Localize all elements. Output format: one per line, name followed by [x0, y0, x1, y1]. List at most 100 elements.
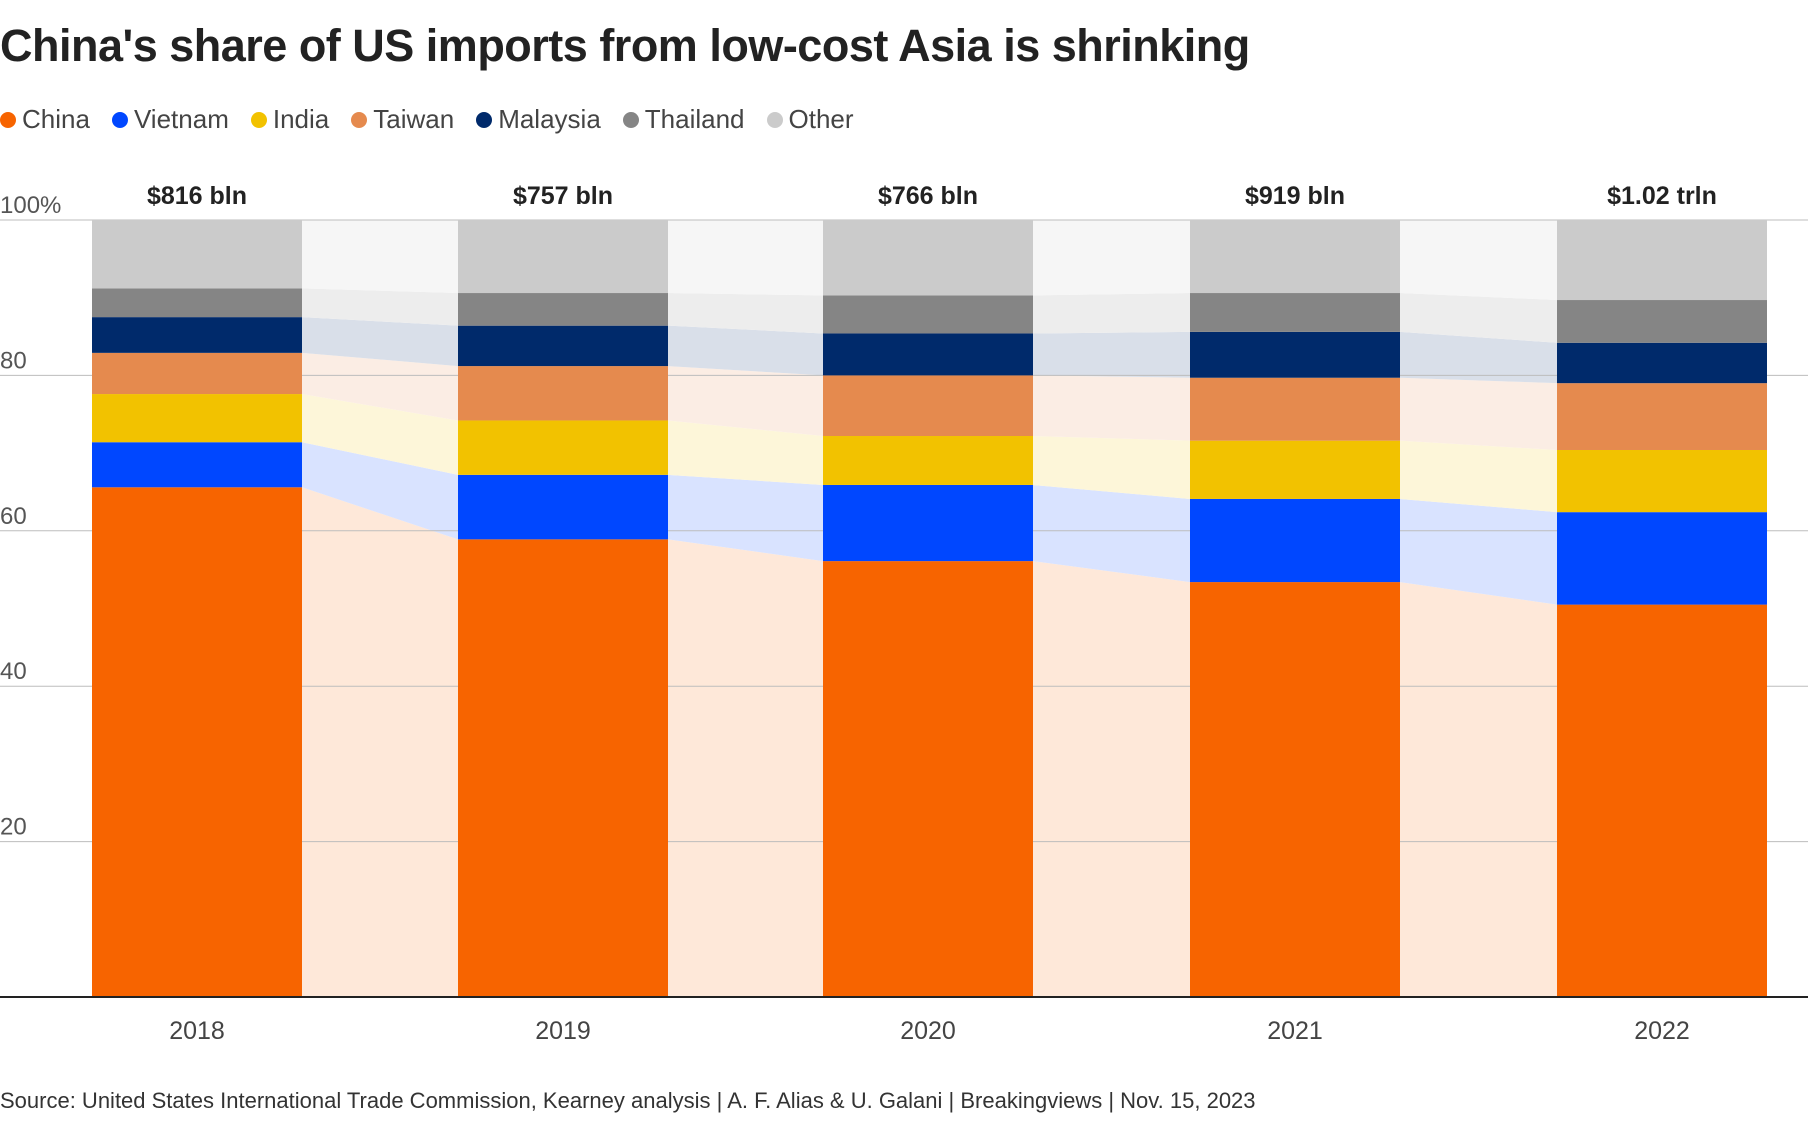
stacked-bar-chart: 100% 80 60 40 20 2018 2019 2020 2021 2022 $816 bln…	[0, 182, 1808, 1045]
bar-india-2022	[1557, 449, 1767, 513]
bar-segments	[92, 220, 1767, 997]
bar-vietnam-2022	[1557, 512, 1767, 605]
bar-taiwan-2021	[1190, 377, 1400, 441]
total-label-2021: $919 bln	[1245, 182, 1345, 210]
legend-label-china: China	[22, 104, 90, 134]
source-footer: Source: United States International Trad…	[0, 1088, 1256, 1114]
bar-taiwan-2020	[823, 375, 1033, 437]
x-tick-label-2022: 2022	[1634, 1017, 1690, 1045]
y-tick-label-20: 20	[0, 814, 27, 841]
legend-item-other: Other	[766, 104, 854, 135]
total-labels: $816 bln $757 bln $766 bln $919 bln $1.02 tr…	[147, 182, 1717, 210]
band-taiwan-2018	[302, 352, 458, 421]
bar-thailand-2022	[1557, 300, 1767, 343]
bar-thailand-2020	[823, 295, 1033, 334]
legend-swatch-taiwan	[351, 111, 368, 128]
footer-source: Source: United States International Trad…	[0, 1088, 711, 1113]
bar-india-2021	[1190, 440, 1400, 499]
y-tick-label-100: 100%	[0, 192, 61, 219]
band-thailand-2019	[668, 293, 823, 334]
bar-other-2022	[1557, 220, 1767, 301]
band-india-2018	[302, 394, 458, 475]
legend-item-vietnam: Vietnam	[111, 104, 229, 135]
y-axis-labels: 100% 80 60 40 20	[0, 192, 61, 841]
band-china-2018	[302, 487, 458, 997]
bar-other-2020	[823, 220, 1033, 296]
bar-thailand-2018	[92, 288, 302, 318]
x-tick-label-2020: 2020	[900, 1017, 956, 1045]
bar-vietnam-2018	[92, 442, 302, 488]
legend-swatch-other	[766, 111, 783, 128]
band-india-2020	[1033, 436, 1190, 499]
band-thailand-2021	[1400, 293, 1557, 343]
band-taiwan-2020	[1033, 375, 1190, 441]
band-other-2018	[302, 220, 458, 294]
band-malaysia-2018	[302, 317, 458, 367]
bar-vietnam-2020	[823, 484, 1033, 562]
band-china-2020	[1033, 561, 1190, 997]
legend-label-vietnam: Vietnam	[133, 104, 229, 134]
x-tick-label-2021: 2021	[1267, 1017, 1323, 1045]
bar-india-2019	[458, 420, 668, 475]
band-malaysia-2020	[1033, 331, 1190, 378]
band-china-2021	[1400, 582, 1557, 997]
bar-malaysia-2018	[92, 317, 302, 353]
bar-vietnam-2019	[458, 474, 668, 540]
total-label-2019: $757 bln	[513, 182, 613, 210]
band-other-2021	[1400, 220, 1557, 301]
band-india-2021	[1400, 440, 1557, 513]
bar-india-2018	[92, 394, 302, 443]
legend-swatch-india	[250, 111, 267, 128]
band-taiwan-2019	[668, 366, 823, 437]
band-vietnam-2021	[1400, 498, 1557, 605]
bar-china-2021	[1190, 582, 1400, 997]
band-thailand-2018	[302, 288, 458, 326]
legend-label-thailand: Thailand	[644, 104, 745, 134]
band-other-2019	[668, 220, 823, 296]
legend-label-malaysia: Malaysia	[498, 104, 601, 134]
x-axis-labels: 2018 2019 2020 2021 2022	[169, 1017, 1690, 1045]
bar-thailand-2019	[458, 293, 668, 326]
legend-item-taiwan: Taiwan	[351, 104, 454, 135]
band-thailand-2020	[1033, 293, 1190, 334]
bar-china-2020	[823, 561, 1033, 997]
bar-china-2022	[1557, 604, 1767, 997]
total-label-2022: $1.02 trln	[1607, 182, 1717, 210]
bar-other-2018	[92, 220, 302, 289]
x-tick-label-2019: 2019	[535, 1017, 591, 1045]
x-tick-label-2018: 2018	[169, 1017, 225, 1045]
y-tick-label-60: 60	[0, 503, 27, 530]
bar-china-2018	[92, 487, 302, 997]
band-malaysia-2021	[1400, 331, 1557, 384]
bar-malaysia-2022	[1557, 342, 1767, 384]
band-taiwan-2021	[1400, 377, 1557, 450]
bar-malaysia-2019	[458, 325, 668, 367]
legend-swatch-china	[0, 111, 16, 128]
y-tick-label-40: 40	[0, 658, 27, 685]
bar-malaysia-2020	[823, 333, 1033, 376]
band-other-2020	[1033, 220, 1190, 296]
bar-thailand-2021	[1190, 293, 1400, 332]
bar-other-2021	[1190, 220, 1400, 294]
band-vietnam-2019	[668, 474, 823, 562]
legend-item-malaysia: Malaysia	[476, 104, 601, 135]
bar-taiwan-2018	[92, 352, 302, 395]
bar-taiwan-2022	[1557, 383, 1767, 450]
band-india-2019	[668, 420, 823, 485]
band-vietnam-2018	[302, 442, 458, 540]
bar-china-2019	[458, 539, 668, 997]
legend-item-china: China	[0, 104, 90, 135]
total-label-2018: $816 bln	[147, 182, 247, 210]
footer-date: Nov. 15, 2023	[1108, 1088, 1255, 1113]
legend-label-other: Other	[788, 104, 854, 134]
legend-swatch-malaysia	[476, 111, 493, 128]
footer-brand: Breakingviews	[949, 1088, 1103, 1113]
footer-authors: A. F. Alias & U. Galani	[717, 1088, 943, 1113]
legend-label-taiwan: Taiwan	[373, 104, 455, 134]
bar-vietnam-2021	[1190, 498, 1400, 583]
bar-india-2020	[823, 436, 1033, 485]
band-malaysia-2019	[668, 325, 823, 376]
bar-taiwan-2019	[458, 366, 668, 421]
legend-swatch-vietnam	[111, 111, 128, 128]
legend-swatch-thailand	[622, 111, 639, 128]
